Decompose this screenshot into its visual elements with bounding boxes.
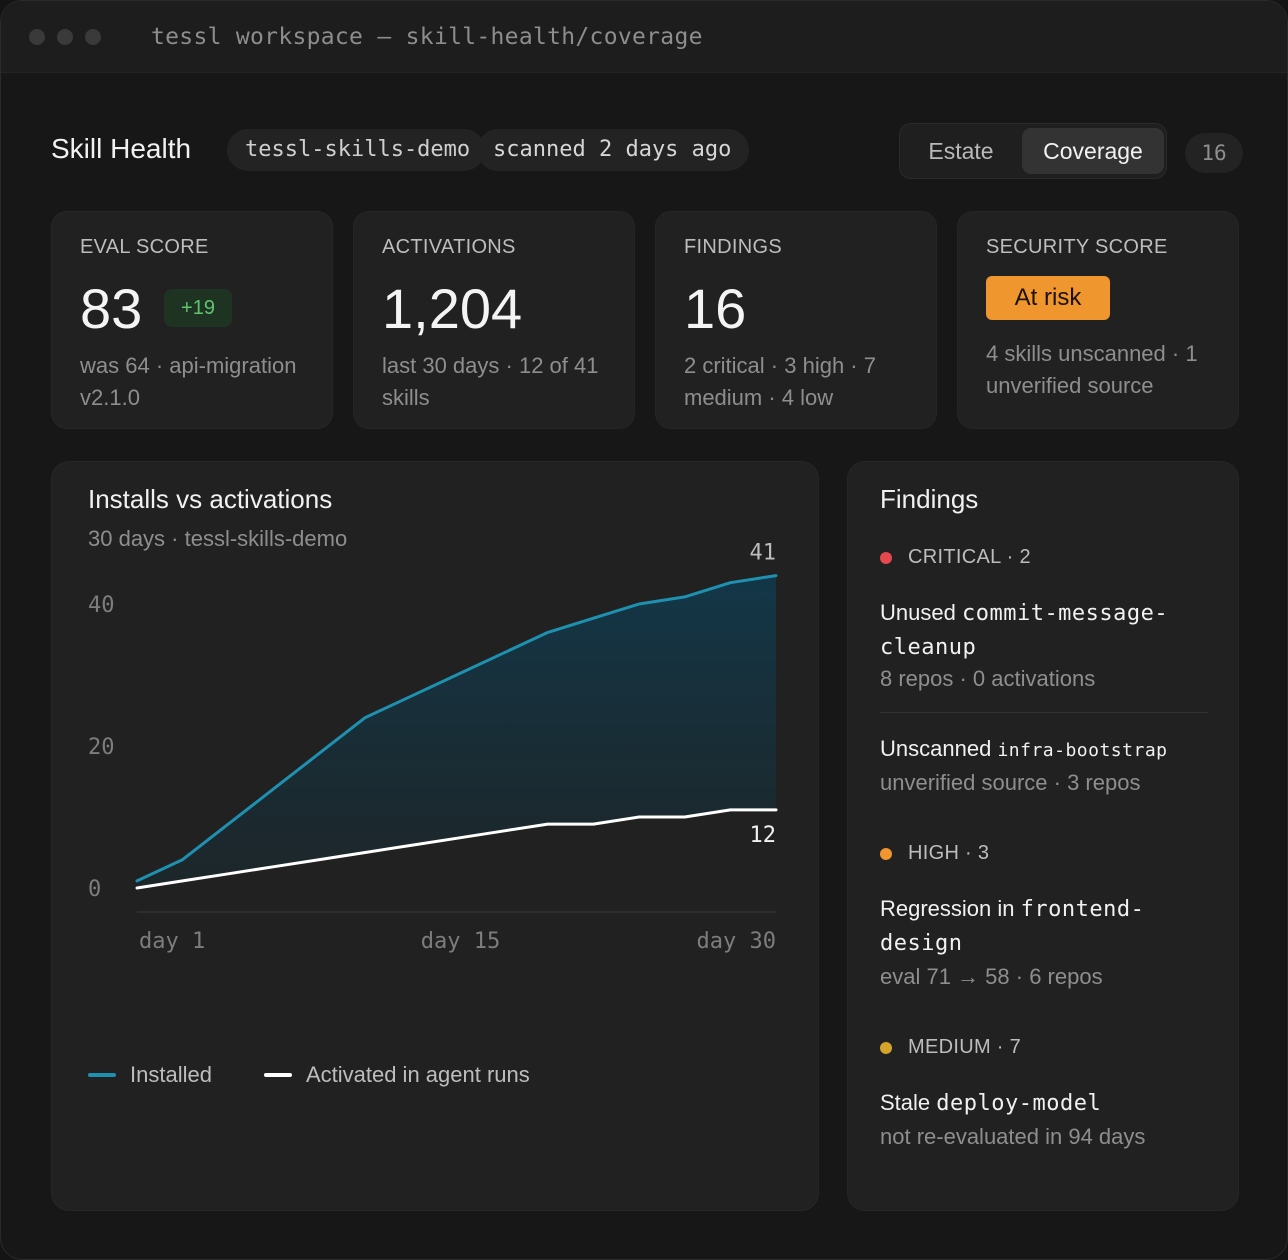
finding-skill-name: infra-bootstrap	[997, 740, 1168, 761]
activations-sub: last 30 days · 12 of 41 skills	[382, 353, 599, 410]
finding-skill-name: deploy-model	[936, 1091, 1102, 1116]
at-risk-badge: At risk	[986, 276, 1110, 320]
tab-coverage[interactable]: Coverage	[1022, 128, 1164, 174]
eval-score-card: EVAL SCORE 83 +19 was 64 · api-migration…	[51, 211, 333, 429]
chart-title: Installs vs activations	[88, 484, 333, 514]
activations-value: 1,204	[382, 277, 523, 340]
findings-sub: 2 critical · 3 high · 7 medium · 4 low	[684, 353, 876, 410]
legend-installed-label: Installed	[130, 1062, 212, 1087]
eval-score-sub: was 64 · api-migration v2.1.0	[80, 353, 297, 410]
finding-desc: eval 71 → 58 · 6 repos	[880, 964, 1103, 989]
finding-skill-name: commit-message-cleanup	[880, 601, 1169, 660]
y-tick-label: 20	[88, 735, 115, 760]
eval-delta-badge: +19	[164, 289, 232, 327]
installs-activations-chart: 0 20 40 day 1 day 15 day 30 41 12	[88, 541, 778, 954]
severity-critical: CRITICAL · 2	[880, 546, 1031, 569]
findings-panel: Findings CRITICAL · 2 Unused commit-mess…	[847, 461, 1239, 1211]
activated-swatch-icon	[263, 1073, 292, 1077]
legend-installed: Installed	[88, 1062, 212, 1088]
finding-title-deploy-model[interactable]: Stale deploy-model	[880, 1086, 1220, 1120]
findings-count-badge[interactable]: 16	[1185, 133, 1243, 173]
page-title: Skill Health	[51, 133, 192, 164]
finding-title-frontend-design[interactable]: Regression in frontend-design	[880, 892, 1180, 960]
findings-label: FINDINGS	[684, 236, 782, 258]
security-score-sub: 4 skills unscanned · 1 unverified source	[986, 341, 1198, 398]
eval-score-value: 83	[80, 277, 143, 340]
installs-chart-panel: Installs vs activations 30 days · tessl-…	[51, 461, 819, 1211]
chart-subtitle: 30 days · tessl-skills-demo	[88, 526, 348, 551]
scanned-pill: scanned 2 days ago	[477, 129, 749, 171]
chart-legend: Installed Activated in agent runs	[88, 1062, 582, 1088]
high-dot-icon	[880, 847, 892, 860]
workspace-pill[interactable]: tessl-skills-demo	[227, 129, 485, 171]
installed-series-line	[135, 574, 778, 883]
x-tick-label: day 1	[139, 929, 205, 954]
eval-score-label: EVAL SCORE	[80, 236, 209, 258]
critical-label: CRITICAL · 2	[908, 546, 1031, 568]
finding-prefix: Regression in	[880, 896, 1015, 921]
titlebar: tessl workspace — skill-health/coverage	[1, 1, 1287, 73]
installed-swatch-icon	[88, 1073, 116, 1077]
findings-value: 16	[684, 277, 747, 340]
zoom-window-dot-icon[interactable]	[85, 28, 101, 45]
activated-series-line	[135, 808, 778, 890]
page-header: Skill Health tessl-skills-demo scanned 2…	[51, 123, 1243, 179]
y-tick-label: 40	[88, 593, 115, 618]
gap-area	[137, 575, 776, 888]
severity-medium: MEDIUM · 7	[880, 1036, 1021, 1059]
window-title: tessl workspace — skill-health/coverage	[151, 23, 703, 50]
activations-card: ACTIVATIONS 1,204 last 30 days · 12 of 4…	[353, 211, 635, 429]
legend-activated-label: Activated in agent runs	[305, 1062, 530, 1087]
security-score-card: SECURITY SCORE At risk 4 skills unscanne…	[957, 211, 1239, 429]
finding-desc: not re-evaluated in 94 days	[880, 1124, 1146, 1149]
finding-divider	[880, 712, 1208, 713]
findings-panel-title: Findings	[880, 484, 979, 514]
finding-desc: unverified source · 3 repos	[880, 770, 1141, 795]
finding-prefix: Stale	[880, 1090, 931, 1115]
x-tick-label: day 15	[421, 929, 500, 954]
finding-title-infra-bootstrap[interactable]: Unscanned infra-bootstrap	[880, 732, 1220, 767]
critical-dot-icon	[880, 551, 892, 564]
finding-title-commit-message-cleanup[interactable]: Unused commit-message-cleanup	[880, 596, 1220, 664]
close-window-dot-icon[interactable]	[29, 28, 45, 45]
finding-skill-name: frontend-design	[880, 897, 1145, 956]
finding-prefix: Unused	[880, 600, 956, 625]
x-tick-label: day 30	[697, 929, 776, 954]
view-toggle: Estate Coverage	[899, 123, 1167, 179]
y-tick-label: 0	[88, 877, 101, 902]
findings-card: FINDINGS 16 2 critical · 3 high · 7 medi…	[655, 211, 937, 429]
legend-activated: Activated in agent runs	[263, 1062, 530, 1088]
high-label: HIGH · 3	[908, 842, 990, 864]
activated-end-label: 12	[750, 823, 777, 848]
medium-label: MEDIUM · 7	[908, 1036, 1021, 1058]
activations-label: ACTIVATIONS	[382, 236, 516, 258]
installed-end-label: 41	[750, 541, 777, 566]
minimize-window-dot-icon[interactable]	[57, 28, 73, 45]
tab-estate[interactable]: Estate	[928, 138, 994, 164]
medium-dot-icon	[880, 1041, 892, 1054]
severity-high: HIGH · 3	[880, 842, 989, 865]
security-score-label: SECURITY SCORE	[986, 236, 1168, 258]
finding-prefix: Unscanned	[880, 736, 992, 761]
finding-desc: 8 repos · 0 activations	[880, 666, 1096, 691]
